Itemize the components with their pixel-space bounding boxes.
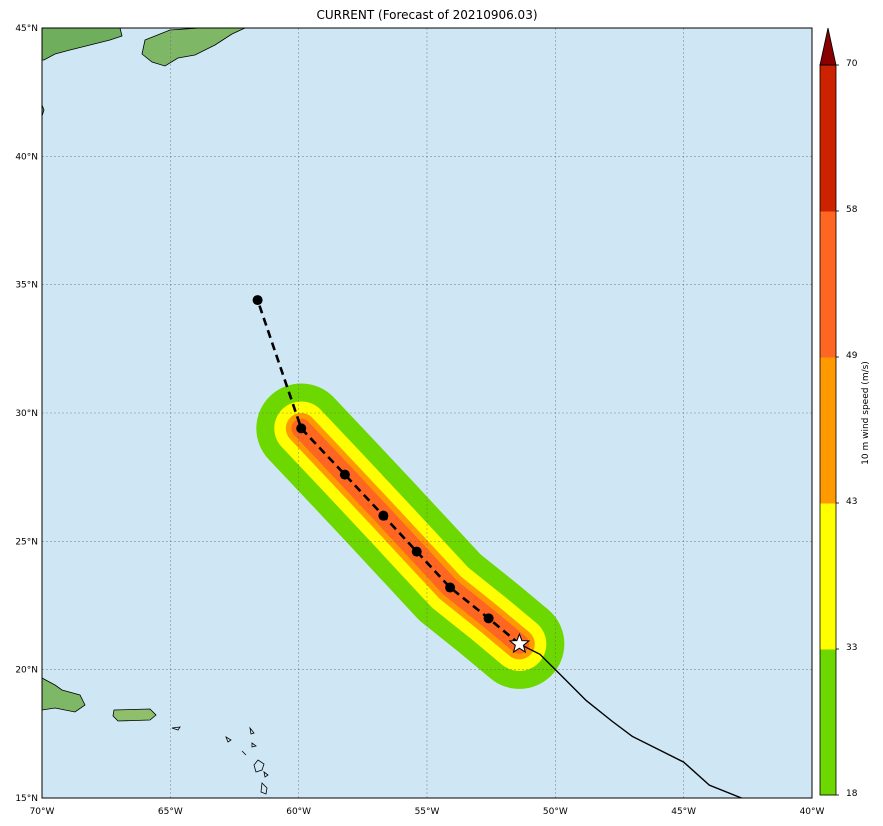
- colorbar-frame: [819, 64, 837, 796]
- forecast-point-marker: [252, 295, 263, 306]
- colorbar-tick-label: 33: [846, 643, 858, 653]
- colorbar-segment: [820, 65, 836, 212]
- land-hispaniola: [42, 677, 86, 713]
- colorbar-tick-label: 58: [846, 205, 858, 215]
- current-position-star-icon: [508, 632, 531, 654]
- lon-tick-label: 65°W: [158, 807, 183, 817]
- colorbar-tick-label: 70: [846, 59, 858, 69]
- forecast-point-marker: [339, 469, 350, 480]
- colorbar-tick-label: 43: [846, 497, 858, 507]
- lon-tick-label: 60°W: [286, 807, 311, 817]
- lat-tick-label: 25°N: [15, 537, 38, 547]
- lat-tick-label: 35°N: [15, 281, 38, 291]
- forecast-markers: [252, 295, 531, 654]
- colorbar-segment: [820, 503, 836, 650]
- forecast-point-marker: [378, 510, 389, 521]
- forecast-point-marker: [411, 546, 422, 557]
- colorbar-extend-arrow: [819, 27, 837, 66]
- lat-tick-label: 45°N: [15, 24, 38, 34]
- colorbar-tick-label: 49: [846, 351, 858, 361]
- forecast-point-marker: [445, 582, 456, 593]
- lat-tick-label: 15°N: [15, 794, 38, 804]
- lon-tick-label: 50°W: [543, 807, 568, 817]
- lat-tick-label: 30°N: [15, 409, 38, 419]
- land-lesser-antilles: [225, 726, 269, 795]
- axis-tick-labels: 70°W 65°W 60°W 55°W 50°W 45°W 40°W 15°N 20°N 25°N…: [15, 24, 824, 817]
- land-puerto-rico: [112, 708, 157, 722]
- colorbar-segment: [820, 211, 836, 358]
- colorbar-segment: [820, 357, 836, 504]
- colorbar-segment: [820, 649, 836, 796]
- lon-tick-label: 45°W: [671, 807, 696, 817]
- forecast-point-marker: [483, 613, 494, 624]
- colorbar-tick-label: 18: [846, 789, 858, 799]
- map-title: CURRENT (Forecast of 20210906.03): [316, 8, 538, 22]
- lon-tick-label: 55°W: [415, 807, 440, 817]
- lon-tick-label: 70°W: [30, 807, 55, 817]
- forecast-point-marker: [296, 423, 307, 434]
- land-nova-scotia: [42, 28, 123, 61]
- colorbar: [819, 27, 839, 796]
- forecast-track-line: [256, 299, 521, 645]
- lat-tick-label: 20°N: [15, 666, 38, 676]
- lon-tick-label: 40°W: [800, 807, 825, 817]
- colorbar-label: 10 m wind speed (m/s): [861, 361, 871, 465]
- land-virgin-islands: [171, 726, 181, 731]
- map-frame: [41, 27, 813, 799]
- past-track-line: [519, 643, 744, 798]
- lat-tick-label: 40°N: [15, 152, 38, 162]
